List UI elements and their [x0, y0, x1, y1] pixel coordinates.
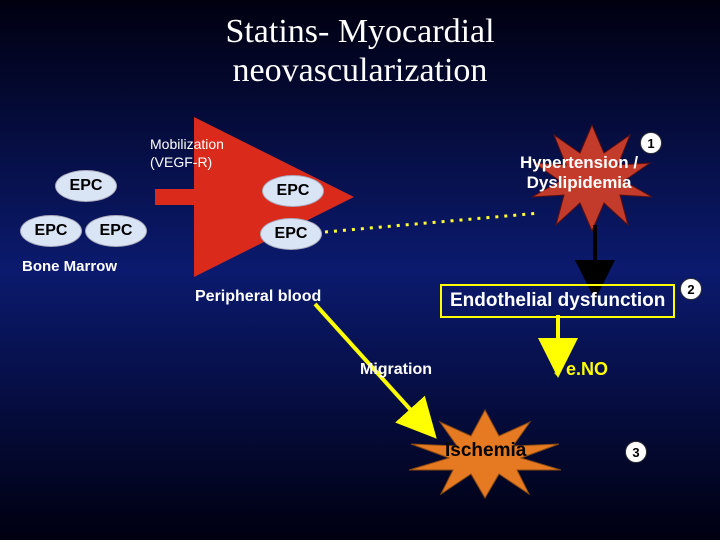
epc-oval: EPC [20, 215, 82, 247]
step-number-2: 2 [680, 278, 702, 300]
eno-label: ↓ e.NO [552, 359, 608, 380]
hypertension-label: Hypertension / Dyslipidemia [520, 153, 638, 194]
endothelial-box: Endothelial dysfunction [440, 284, 675, 318]
epc-oval: EPC [260, 218, 322, 250]
migration-label: Migration [360, 361, 432, 379]
step-number-1: 1 [640, 132, 662, 154]
dotted-line [325, 213, 540, 232]
slide-title: Statins- Myocardial neovascularization [0, 0, 720, 90]
epc-oval: EPC [55, 170, 117, 202]
peripheral-blood-label: Peripheral blood [195, 288, 321, 306]
epc-oval: EPC [262, 175, 324, 207]
title-line-1: Statins- Myocardial [225, 13, 494, 50]
step-number-3: 3 [625, 441, 647, 463]
ischemia-label: Ischemia [445, 440, 526, 462]
mobilization-label: Mobilization (VEGF-R) [150, 136, 224, 171]
bone-marrow-label: Bone Marrow [22, 258, 117, 275]
epc-oval: EPC [85, 215, 147, 247]
title-line-2: neovascularization [233, 52, 488, 89]
